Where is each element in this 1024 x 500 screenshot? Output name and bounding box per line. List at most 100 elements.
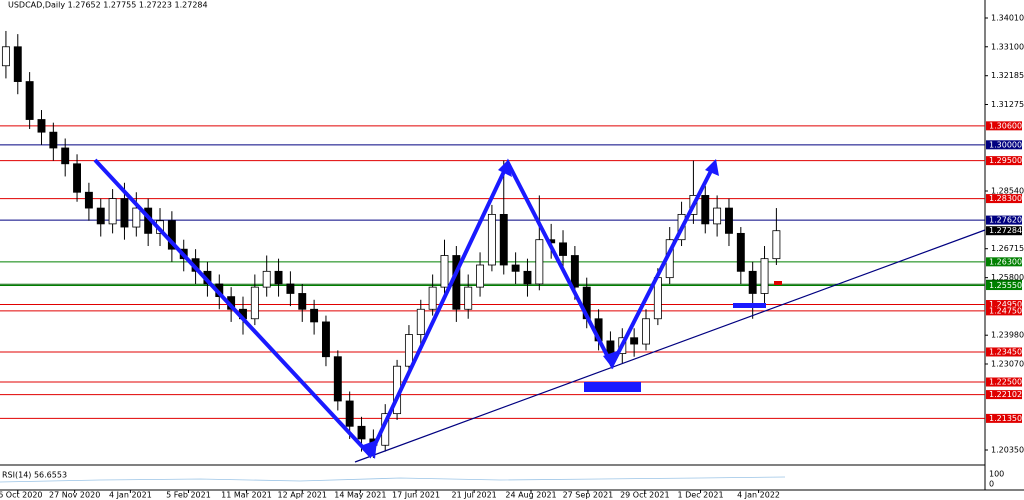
candle-body <box>428 286 437 310</box>
candle-body <box>416 308 425 335</box>
arrow-head <box>705 159 719 176</box>
level-label: 1.25550 <box>989 281 1022 290</box>
candle-body <box>298 293 307 310</box>
y-tick-label: 1.20350 <box>991 446 1024 455</box>
x-tick-label: 11 Mar 2021 <box>221 491 272 500</box>
level-label: 1.30600 <box>989 121 1022 130</box>
candle-body <box>345 400 354 427</box>
level-label-bg <box>986 156 1022 166</box>
level-label-bg <box>986 121 1022 131</box>
y-tick-label: 1.26715 <box>991 244 1024 253</box>
candle-body <box>274 270 283 285</box>
level-label: 1.26300 <box>989 257 1022 266</box>
candle-body <box>736 232 745 272</box>
x-tick-label: 26 Oct 2020 <box>0 491 43 500</box>
candle-body <box>84 191 93 209</box>
chart-title: USDCAD,Daily 1.27652 1.27755 1.27223 1.2… <box>8 1 208 10</box>
y-tick-label: 1.34010 <box>991 13 1024 22</box>
x-tick-label: 1 Dec 2021 <box>678 491 724 500</box>
candle-body <box>630 337 639 345</box>
zone-box <box>774 281 782 285</box>
candle-body <box>132 207 141 228</box>
trend-line <box>354 229 986 463</box>
candle-body <box>499 213 508 266</box>
level-label: 1.22500 <box>989 378 1022 387</box>
candle-body <box>476 264 485 288</box>
level-label-bg <box>986 215 1022 225</box>
levels <box>0 125 985 419</box>
level-label: 1.29500 <box>989 156 1022 165</box>
arrow-head <box>603 351 617 369</box>
candle-body <box>760 258 769 294</box>
candle-body <box>701 195 710 225</box>
time-axis: 26 Oct 2020 27 Nov 2020 4 Jan 2021 5 Feb 20… <box>0 490 780 500</box>
x-tick-label: 14 May 2021 <box>334 491 386 500</box>
candle-body <box>772 230 781 260</box>
candle-body <box>310 308 319 323</box>
x-tick-label: 29 Oct 2021 <box>620 491 669 500</box>
level-label-bg <box>986 413 1022 423</box>
level-label-bg <box>986 140 1022 150</box>
arrow-head <box>498 160 512 177</box>
x-tick-label: 27 Nov 2020 <box>49 491 100 500</box>
zone-box <box>584 382 641 392</box>
annotations <box>93 158 986 463</box>
candle-body <box>73 163 82 193</box>
candle-body <box>511 264 520 272</box>
candle-body <box>523 270 532 285</box>
level-label: 1.21350 <box>989 414 1022 423</box>
candle-body <box>1 46 10 67</box>
level-label: 1.28300 <box>989 194 1022 203</box>
candle-body <box>487 213 496 266</box>
candle-body <box>120 198 129 228</box>
candle-body <box>49 131 58 149</box>
candle-body <box>440 255 449 288</box>
x-tick-label: 21 Jul 2021 <box>451 491 496 500</box>
level-label: 1.24750 <box>989 306 1022 315</box>
level-label: 1.30000 <box>989 140 1022 149</box>
y-tick-label: 1.31275 <box>991 100 1024 109</box>
indicator-top: 100 <box>989 470 1004 479</box>
y-tick-label: 1.32185 <box>991 71 1024 80</box>
level-label-bg <box>986 377 1022 387</box>
candle-body <box>286 283 295 294</box>
x-tick-label: 4 Jan 2021 <box>109 491 152 500</box>
zone-box <box>733 303 766 308</box>
y-tick-label: 1.23980 <box>991 331 1024 340</box>
candle-body <box>322 321 330 358</box>
candle-body <box>535 239 544 285</box>
level-label: 1.24950 <box>989 300 1022 309</box>
level-label-bg <box>986 390 1022 400</box>
candle-body <box>25 81 34 120</box>
x-tick-label: 24 Aug 2021 <box>505 491 556 500</box>
candle-body <box>570 255 579 288</box>
current-price-label: 1.27284 <box>989 226 1022 235</box>
candle-body <box>108 198 117 225</box>
candle-body <box>13 46 22 82</box>
x-tick-label: 5 Feb 2021 <box>166 491 211 500</box>
level-label-bg <box>986 257 1022 267</box>
level-label-bg <box>986 281 1022 291</box>
candle-body <box>559 242 567 256</box>
candle-body <box>167 220 176 250</box>
candle-body <box>333 356 342 402</box>
level-label: 1.27620 <box>989 216 1022 225</box>
candle-body <box>357 425 366 440</box>
candle-body <box>748 270 757 294</box>
y-tick-label: 1.25800 <box>991 273 1024 282</box>
candle-body <box>96 207 105 225</box>
indicator-bottom: 0 <box>989 480 994 489</box>
x-tick-label: 17 Jun 2021 <box>392 491 440 500</box>
level-label: 1.23450 <box>989 347 1022 356</box>
level-label-bg <box>986 347 1022 357</box>
level-label-bg <box>986 194 1022 204</box>
level-label: 1.22102 <box>989 390 1022 399</box>
candle-body <box>404 334 413 367</box>
x-tick-label: 27 Sep 2021 <box>563 491 614 500</box>
x-tick-label: 12 Apr 2021 <box>278 491 327 500</box>
candle-body <box>61 147 70 165</box>
arrow-head <box>363 440 377 459</box>
y-tick-label: 1.28540 <box>991 186 1024 195</box>
